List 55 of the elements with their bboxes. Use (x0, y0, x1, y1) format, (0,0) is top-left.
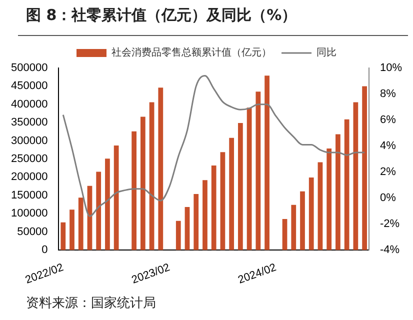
bar (114, 146, 119, 250)
bar (326, 148, 332, 250)
bar (176, 220, 181, 250)
bar (184, 207, 190, 250)
y-tick-label: 250000 (10, 153, 48, 166)
bar (291, 204, 296, 250)
bar (264, 76, 270, 250)
y-tick-label: 0 (42, 244, 48, 256)
y2-tick-label: 10% (380, 62, 402, 74)
bar (140, 116, 146, 250)
bar (96, 172, 102, 250)
bar (362, 86, 367, 250)
y-tick-label: 500000 (10, 62, 48, 74)
bar (78, 198, 84, 250)
bar (194, 194, 199, 250)
y2-tick-label: 4% (380, 140, 396, 152)
y2-tick-label: -4% (380, 244, 400, 256)
bar (105, 158, 110, 250)
bar (336, 134, 340, 250)
y-tick-label: 450000 (10, 80, 48, 92)
bar (300, 191, 305, 250)
y-tick-label: 100000 (10, 208, 48, 220)
bar (211, 166, 216, 250)
legend-label: 社会消费品零售总额累计值（亿元） (112, 46, 272, 59)
bar (308, 178, 314, 250)
y-tick-label: 400000 (10, 98, 48, 110)
legend-label: 同比 (316, 46, 336, 59)
bar (318, 162, 323, 250)
y2-tick-label: 6% (380, 114, 396, 126)
y-tick-label: 150000 (10, 189, 48, 202)
bar (220, 152, 226, 250)
y2-tick-label: 2% (380, 166, 396, 178)
y-tick-label: 350000 (10, 116, 48, 129)
bar (256, 92, 261, 250)
bar (246, 108, 252, 250)
bar (70, 210, 74, 250)
chart-title: 图 8：社零累计值（亿元）及同比（%） (26, 6, 297, 25)
text: 资料来源：国家统计局 (26, 295, 156, 312)
bar (344, 119, 350, 250)
bar (282, 219, 288, 250)
bar (158, 88, 164, 250)
y-tick-label: 200000 (10, 171, 48, 184)
bar (149, 102, 154, 250)
y2-tick-label: -2% (380, 218, 400, 230)
bar (60, 222, 66, 250)
y2-tick-label: 8% (380, 88, 396, 100)
bar (238, 122, 243, 250)
y2-tick-label: 0% (380, 192, 396, 204)
bar (132, 131, 136, 250)
y-tick-label: 50000 (17, 226, 48, 238)
y-tick-label: 300000 (10, 134, 48, 147)
line-series (62, 75, 366, 217)
bar (202, 180, 208, 250)
bar (353, 102, 358, 250)
bar (229, 138, 234, 250)
